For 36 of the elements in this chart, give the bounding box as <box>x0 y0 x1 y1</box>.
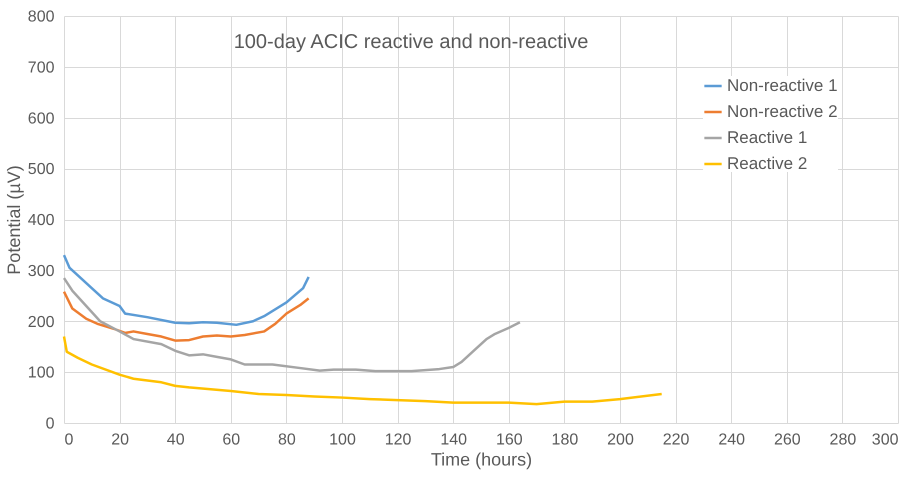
x-tick-label: 80 <box>278 432 296 448</box>
x-tick-label: 40 <box>166 432 185 448</box>
x-tick-label: 20 <box>111 432 130 448</box>
y-tick-label: 700 <box>28 59 55 76</box>
text: 100-day ACIC reactive and non-reactive <box>234 31 588 53</box>
y-tick-label: 0 <box>46 416 55 432</box>
y-tick-label: 600 <box>28 110 55 128</box>
legend-label: Non-reactive 1 <box>727 76 838 95</box>
y-tick-label: 400 <box>28 212 55 229</box>
line-series <box>62 254 310 326</box>
line-series <box>62 335 663 406</box>
y-tick-label: 300 <box>28 262 55 280</box>
x-tick-label: 280 <box>830 432 856 448</box>
x-axis-title: Time (hours) <box>430 450 532 470</box>
y-tick-label: 100 <box>28 364 55 382</box>
y-axis-title: Potential (µV) <box>4 165 24 275</box>
legend-label: Reactive 1 <box>727 128 808 147</box>
x-tick-label: 60 <box>222 432 240 448</box>
y-tick-label: 500 <box>28 161 55 178</box>
x-tick-label: 160 <box>496 432 523 448</box>
x-tick-label: 220 <box>662 432 690 448</box>
x-tick-label: 260 <box>774 432 801 448</box>
line-series <box>62 290 310 342</box>
x-tick-label: 180 <box>552 432 578 448</box>
x-tick-label: 0 <box>64 432 74 448</box>
y-tick-label: 800 <box>28 8 55 26</box>
x-tick-label: 100 <box>329 432 356 448</box>
x-tick-label: 240 <box>718 432 746 448</box>
x-tick-label: 140 <box>440 432 468 448</box>
legend-label: Reactive 2 <box>727 154 808 173</box>
x-tick-label: 120 <box>384 432 412 448</box>
legend-label: Non-reactive 2 <box>727 102 838 121</box>
line-series <box>62 276 522 372</box>
x-tick-label: 200 <box>607 432 634 448</box>
x-tick-label: 300 <box>872 432 899 448</box>
y-tick-label: 200 <box>28 314 55 331</box>
